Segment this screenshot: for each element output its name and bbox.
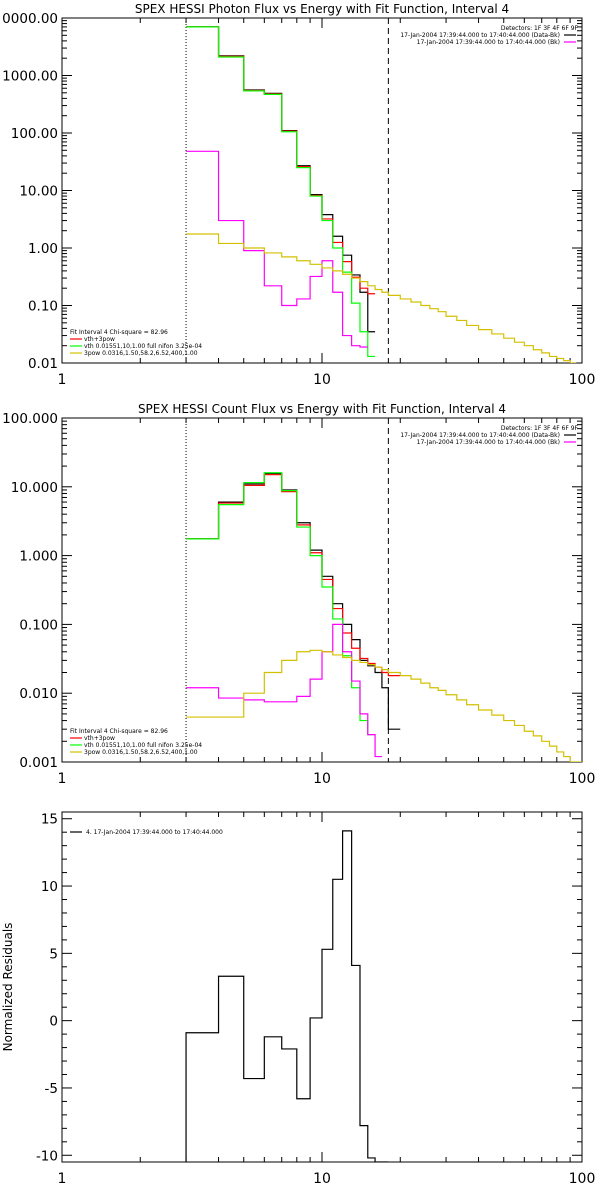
y-axis-label: Normalized Residuals xyxy=(1,923,15,1052)
y-tick-label: 100.00 xyxy=(11,126,58,142)
y-tick-label: 0.01 xyxy=(28,356,58,372)
series-line xyxy=(186,26,376,295)
x-tick-label: 1 xyxy=(58,372,67,388)
plot-frame xyxy=(61,17,583,364)
x-tick-label: 100 xyxy=(569,372,596,388)
y-tick-label: -5 xyxy=(45,1081,58,1097)
legend-entry: vth+3pow xyxy=(84,336,115,343)
legend-entry: 3pow 0.0316,1.50,58.2,6.52,400,1.00 xyxy=(84,350,198,357)
residuals-panel: Normalized Residuals 1 10 100 -10 -5 0 5 10 15 4. … xyxy=(1,811,596,1187)
data-info-entry: Detectors: 1F 3F 4F 6F 9F xyxy=(501,25,579,32)
legend-entry: vth 0.01551,10,1.00 full nifon 3.25e-04 xyxy=(84,343,202,350)
series-line xyxy=(185,830,389,1162)
series-line xyxy=(186,472,376,736)
y-tick-label: 0000.00 xyxy=(2,11,58,27)
legend-entry: Fit Interval 4 Chi-square = 82.96 xyxy=(70,728,168,735)
data-info-entry: 17-Jan-2004 17:39:44.000 to 17:40:44.000… xyxy=(400,32,560,39)
legend-entry: 3pow 0.0316,1.50,58.2,6.52,400,1.00 xyxy=(84,749,198,756)
y-tick-label: 0.010 xyxy=(19,686,58,702)
y-tick-label: 10.000 xyxy=(11,480,58,496)
y-tick-label: 10.00 xyxy=(19,184,58,200)
count-flux-panel: SPEX HESSI Count Flux vs Energy with Fit… xyxy=(2,402,595,787)
data-info-entry: 17-Jan-2004 17:39:44.000 to 17:40:44.000… xyxy=(417,439,560,446)
y-tick-label: 0.001 xyxy=(19,755,58,771)
x-tick-label: 10 xyxy=(313,372,331,388)
x-tick-label: 1 xyxy=(58,771,67,787)
series-line xyxy=(186,649,582,762)
y-tick-label: 0.10 xyxy=(28,299,58,315)
chart-title: SPEX HESSI Count Flux vs Energy with Fit… xyxy=(138,402,506,416)
y-tick-label: 1.00 xyxy=(28,241,58,257)
y-tick-label: 0 xyxy=(49,1014,58,1030)
chart-title: SPEX HESSI Photon Flux vs Energy with Fi… xyxy=(135,2,509,16)
y-tick-label: 0.100 xyxy=(19,617,58,633)
x-tick-label: 100 xyxy=(569,1171,596,1187)
y-tick-label: 10 xyxy=(41,879,58,895)
legend-entry: 4. 17-Jan-2004 17:39:44.000 to 17:40:44.… xyxy=(86,829,223,836)
plot-frame xyxy=(61,417,583,763)
x-tick-label: 1 xyxy=(58,1171,67,1187)
y-tick-label: 5 xyxy=(49,946,58,962)
data-info-entry: 17-Jan-2004 17:39:44.000 to 17:40:44.000… xyxy=(417,39,560,46)
legend-entry: vth+3pow xyxy=(84,735,115,742)
x-tick-label: 10 xyxy=(313,771,331,787)
data-info-entry: Detectors: 1F 3F 4F 6F 9F xyxy=(501,425,579,432)
y-tick-label: 1000.00 xyxy=(2,69,58,85)
legend-entry: Fit Interval 4 Chi-square = 82.96 xyxy=(70,329,168,336)
legend-entry: vth 0.01551,10,1.00 full nifon 3.25e-04 xyxy=(84,742,202,749)
series-line xyxy=(186,233,577,363)
y-tick-label: 1.000 xyxy=(19,549,58,565)
x-tick-label: 100 xyxy=(569,771,596,787)
series-line xyxy=(186,26,376,358)
data-info-entry: 17-Jan-2004 17:39:44.000 to 17:40:44.000… xyxy=(400,432,560,439)
y-tick-label: 15 xyxy=(41,812,58,828)
y-tick-label: -10 xyxy=(36,1148,58,1164)
y-tick-label: 100.000 xyxy=(2,411,58,427)
series-line xyxy=(186,623,382,758)
x-tick-label: 10 xyxy=(313,1171,331,1187)
series-line xyxy=(186,150,368,348)
photon-flux-panel: SPEX HESSI Photon Flux vs Energy with Fi… xyxy=(2,2,595,388)
